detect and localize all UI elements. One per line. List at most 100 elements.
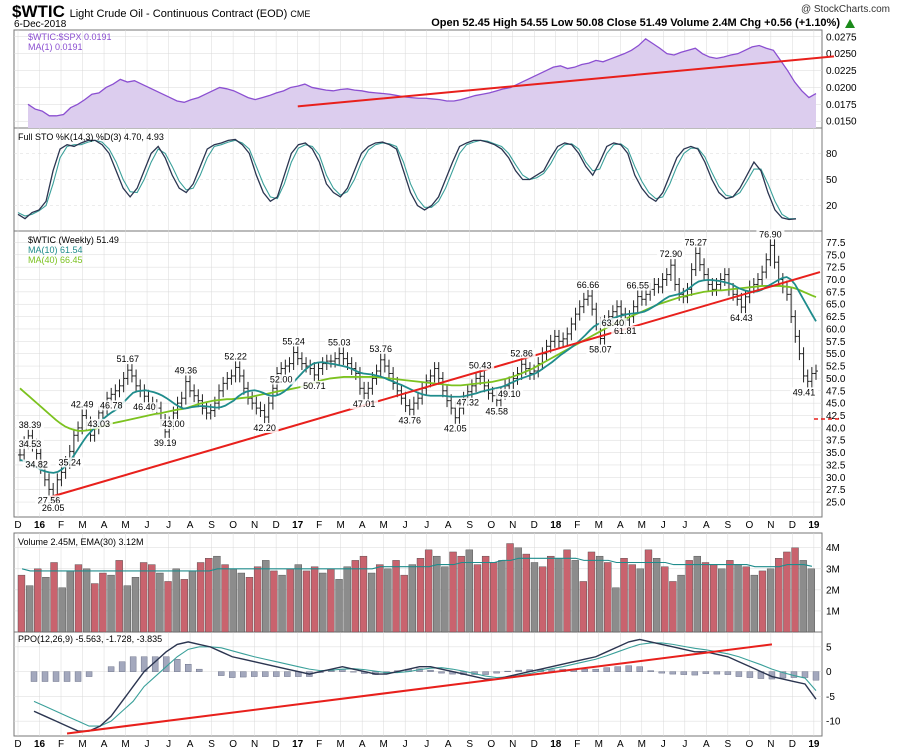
ppo-hist-bar [515,669,522,672]
price-annotation: 50.71 [300,380,329,391]
price-annotation-label: 42.05 [444,424,467,434]
x-tick-label: D [14,739,21,750]
price-annotation: 39.19 [151,437,180,448]
price-annotation: 52.22 [221,351,250,362]
y-tick-label: 0 [826,667,832,678]
volume-bar [506,543,514,633]
x-tick-label: M [595,739,603,750]
y-tick-label: 0.0150 [826,117,857,128]
panel-frame-price [13,230,823,518]
x-tick-label: 18 [550,520,562,531]
volume-bar [367,572,376,633]
price-annotation: 64.43 [727,313,756,324]
price-annotation: 49.36 [171,365,200,376]
price-annotation: 47.32 [453,397,482,408]
y-tick-label: 40.0 [826,423,846,434]
ppo-hist-bar [482,671,489,675]
price-annotation-label: 49.41 [793,387,816,397]
price-annotation-label: 43.00 [162,419,185,429]
x-tick-label: O [487,739,495,750]
price-annotation: 38.39 [16,419,44,430]
volume-bar [750,574,758,633]
volume-bar [465,549,474,633]
x-tick-label: 19 [808,739,820,750]
volume-bar [718,568,726,633]
y-tick-label: 55.0 [826,349,846,360]
price-annotation-bg [130,402,159,413]
volume-bar [221,564,229,633]
price-annotation-label: 42.49 [71,400,94,410]
volume-legend: Volume 2.45M, EMA(30) 3.12M [18,537,144,547]
x-tick-label: D [789,520,796,531]
price-trendline [49,271,821,499]
price-annotation-label: 76.90 [759,229,782,239]
volume-bar [661,566,669,633]
volume-bar [351,560,360,633]
instrument-description: Light Crude Oil - Continuous Contract (E… [69,8,311,20]
volume-bar [74,564,83,633]
volume-bar [620,558,628,633]
x-tick-label: O [745,739,753,750]
x-tick-label: N [251,739,258,750]
ppo-hist-bar [724,671,732,675]
volume-bar [237,572,246,633]
volume-bar [473,564,482,633]
ppo-trendline [66,643,773,735]
price-annotation: 35.24 [55,457,84,468]
ppo-hist-bar [196,668,203,672]
x-tick-label: N [509,739,516,750]
volume-bar [376,564,384,633]
price-annotation-label: 38.39 [19,420,42,430]
ppo-hist-bar [52,671,60,682]
volume-bar [278,574,286,633]
ratio-legend: $WTIC:$SPX 0.0191 [28,32,112,42]
price-annotation-bg [16,438,44,449]
ratio-legend: MA(1) 0.0191 [28,42,83,52]
volume-bar [709,564,718,633]
ratio-line [27,37,817,117]
x-tick-label: D [789,739,796,750]
y-tick-label: 50.0 [826,374,846,385]
chart-date: 6-Dec-2018 [14,19,67,30]
volume-bar [799,560,807,633]
price-annotation-label: 46.78 [100,400,123,410]
x-tick-label: A [617,520,624,531]
x-tick-label: 18 [550,739,562,750]
price-annotation: 55.03 [325,337,354,348]
volume-bar [180,579,189,633]
volume-bar [433,555,441,633]
ppo-hist-bar [702,671,710,674]
y-tick-label: 3M [826,564,840,575]
ppo-hist-bar [581,668,588,672]
volume-bar [424,549,433,633]
volume-bar [196,562,205,633]
volume-bar [514,547,522,633]
price-annotation-bg [113,354,142,365]
x-tick-label: A [187,739,194,750]
brand-watermark: @ StockCharts.com [800,4,890,15]
y-tick-label: 37.5 [826,436,846,447]
y-tick-label: 27.5 [826,485,846,496]
x-tick-label: J [403,520,408,531]
x-tick-label: M [380,520,388,531]
x-tick-label: A [187,520,194,531]
ppo-line [33,638,817,732]
ppo-hist-bar [647,670,654,672]
ppo-hist-bar [251,671,258,677]
price-annotation: 53.76 [366,343,395,354]
volume-bar [25,585,34,633]
price-annotation: 52.00 [267,374,296,385]
price-annotation-bg [221,351,250,362]
volume-bar [66,570,74,633]
volume-bar [571,560,579,633]
volume-bar [319,572,327,633]
price-annotation: 75.27 [681,237,710,248]
volume-bar [726,560,734,633]
x-tick-label: M [78,739,86,750]
volume-bar [742,566,750,633]
volume-bar [34,568,42,633]
x-tick-label: O [229,520,237,531]
volume-bar [522,553,530,633]
x-tick-label: J [424,739,429,750]
x-tick-label: A [445,739,452,750]
